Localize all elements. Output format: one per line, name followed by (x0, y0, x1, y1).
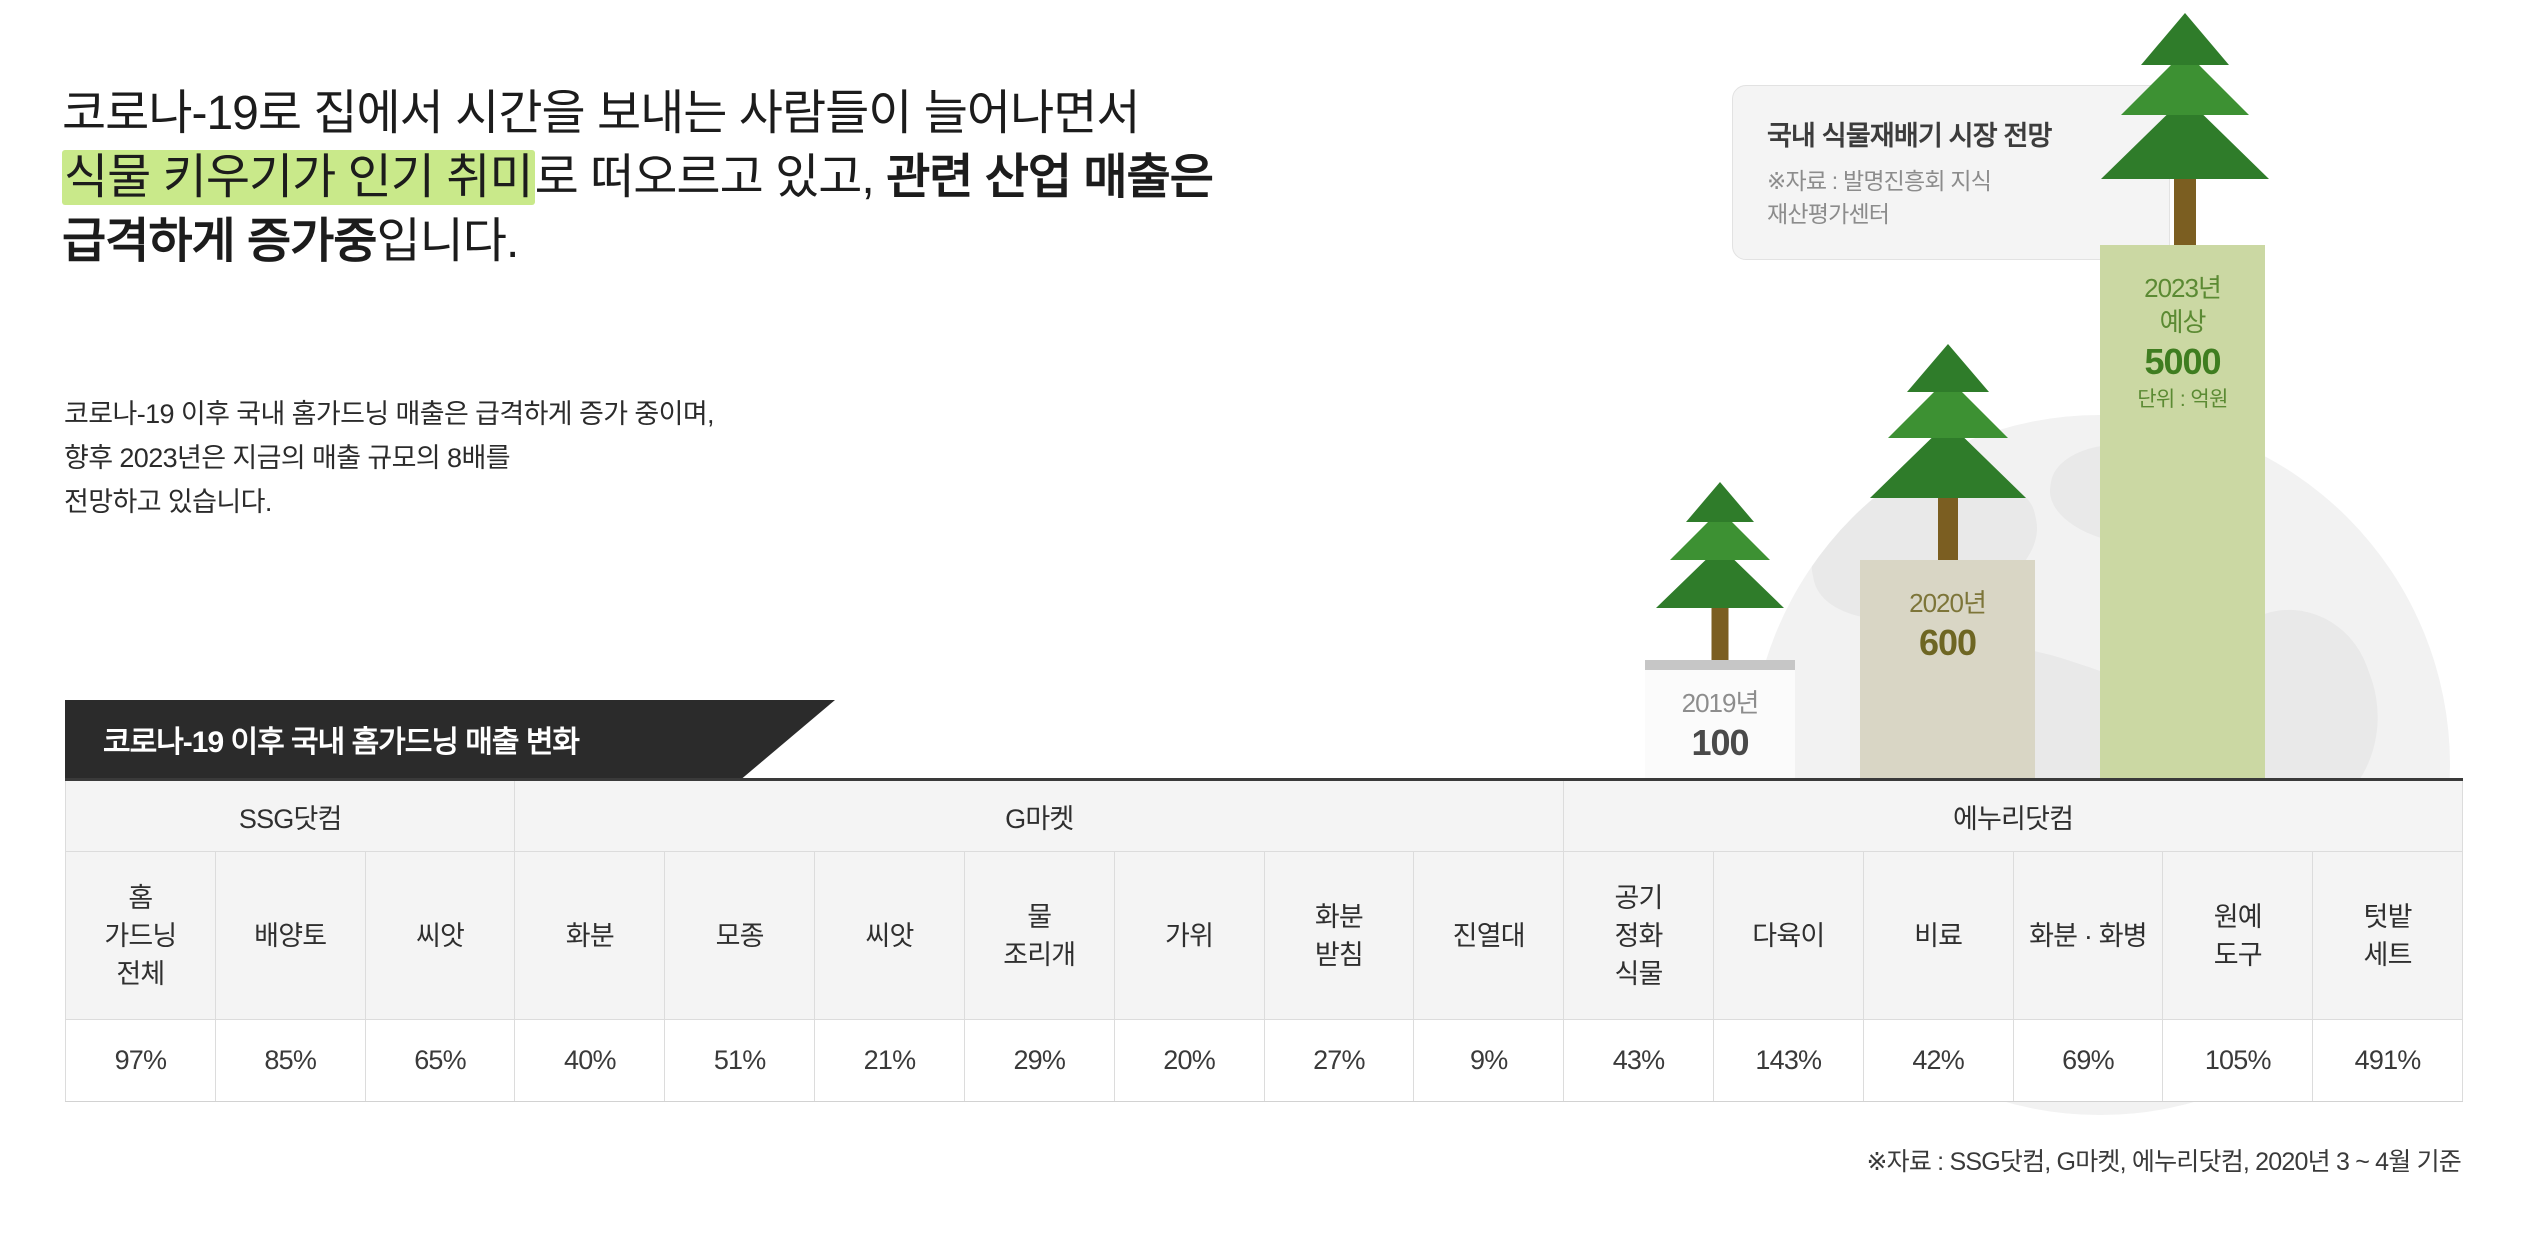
table-cell-value-7: 29% (963, 1019, 1115, 1102)
table-column-header-5: 모종 (664, 851, 816, 1020)
bar-2020-cap (1860, 560, 2035, 570)
table-column-header-row: 홈 가드닝 전체 배양토 씨앗 화분 모종 씨앗 물 조리개 가위 화분 받침 진열대 공기 정화 식물 다육이 비… (65, 851, 2463, 1020)
table-cell-value-9: 27% (1263, 1019, 1415, 1102)
headline-line-3: 급격하게 증가중입니다. (62, 210, 1622, 274)
table-column-header-7: 물 조리개 (963, 851, 1115, 1020)
headline-highlight: 식물 키우기가 인기 취미 (62, 150, 535, 205)
table-column-header-15: 원예 도구 (2162, 851, 2314, 1020)
table-column-header-10: 진열대 (1413, 851, 1565, 1020)
table-cell-value-2: 85% (214, 1019, 366, 1102)
tree-2019-icon (1645, 482, 1795, 660)
bar-2023-year: 2023년 (2144, 273, 2222, 303)
chart-source-line-2: 재산평가센터 (1767, 201, 1890, 227)
chart-source-card: 국내 식물재배기 시장 전망 ※자료 : 발명진흥회 지식 재산평가센터 (1732, 85, 2170, 260)
headline-line-2: 식물 키우기가 인기 취미로 떠오르고 있고, 관련 산업 매출은 (62, 146, 1622, 210)
table-cell-value-16: 491% (2312, 1019, 2463, 1102)
bar-2023-cap (2100, 245, 2265, 255)
table-cell-value-6: 21% (814, 1019, 965, 1102)
table-cell-value-5: 51% (664, 1019, 816, 1102)
bar-2023-year-note: 예상 (2159, 307, 2207, 337)
table-group-header-3: 에누리닷컴 (1563, 778, 2463, 852)
table-column-header-9: 화분 받침 (1263, 851, 1415, 1020)
headline-line-1: 코로나-19로 집에서 시간을 보내는 사람들이 늘어나면서 (62, 87, 1141, 140)
subcopy-line-1: 코로나-19 이후 국내 홈가드닝 매출은 급격하게 증가 중이며, (64, 399, 715, 429)
homegardening-sales-table: SSG닷컴 G마켓 에누리닷컴 홈 가드닝 전체 배양토 씨앗 화분 모종 씨앗 물 조리개 가위 화분 받… (64, 778, 2463, 1102)
table-cell-value-4: 40% (514, 1019, 666, 1102)
table-column-header-6: 씨앗 (814, 851, 965, 1020)
table-column-header-13: 비료 (1862, 851, 2014, 1020)
table-banner-title: 코로나-19 이후 국내 홈가드닝 매출 변화 (103, 726, 580, 759)
table-cell-value-13: 42% (1862, 1019, 2014, 1102)
table-cell-value-8: 20% (1113, 1019, 1265, 1102)
table-cell-value-15: 105% (2162, 1019, 2314, 1102)
table-group-header-1: SSG닷컴 (64, 778, 516, 852)
table-group-header-row: SSG닷컴 G마켓 에누리닷컴 (64, 778, 2463, 852)
table-column-header-11: 공기 정화 식물 (1563, 851, 1714, 1020)
bar-2019: 2019년 100 (1645, 660, 1795, 780)
headline-line-3-bold: 급격하게 증가중 (62, 215, 377, 268)
headline-line-3-rest: 입니다. (376, 215, 519, 268)
table-source-note: ※자료 : SSG닷컴, G마켓, 에누리닷컴, 2020년 3 ~ 4월 기준 (1866, 1148, 2461, 1176)
subcopy-line-3: 전망하고 있습니다. (64, 487, 272, 517)
table-cell-value-14: 69% (2012, 1019, 2164, 1102)
bar-2023-value: 5000 (2144, 341, 2221, 382)
headline-line-2-rest: 로 떠오르고 있고, (534, 151, 887, 204)
market-forecast-chart: 국내 식물재배기 시장 전망 ※자료 : 발명진흥회 지식 재산평가센터 (1560, 13, 2526, 1115)
table-column-header-3: 씨앗 (364, 851, 516, 1020)
chart-source-line-1: ※자료 : 발명진흥회 지식 (1767, 168, 1992, 194)
bar-2020: 2020년 600 (1860, 560, 2035, 780)
headline-line-2-bold: 관련 산업 매출은 (886, 151, 1214, 204)
chart-source-title: 국내 식물재배기 시장 전망 (1767, 121, 2052, 151)
bar-2023-unit: 단위 : 억원 (2137, 388, 2228, 411)
subcopy-block: 코로나-19 이후 국내 홈가드닝 매출은 급격하게 증가 중이며, 향후 20… (64, 392, 1164, 524)
bar-2019-value: 100 (1691, 722, 1749, 763)
table-column-header-14: 화분 · 화병 (2012, 851, 2164, 1020)
table-column-header-2: 배양토 (214, 851, 366, 1020)
bar-2019-year: 2019년 (1681, 688, 1760, 718)
table-group-header-2: G마켓 (514, 778, 1565, 852)
table-cell-value-12: 143% (1712, 1019, 1864, 1102)
table-cell-value-10: 9% (1413, 1019, 1565, 1102)
bar-2023: 2023년 예상 5000 단위 : 억원 (2100, 245, 2265, 780)
table-row: 97% 85% 65% 40% 51% 21% 29% 20% 27% 9% 43% 143% 42% 6… (65, 1019, 2463, 1102)
table-column-header-12: 다육이 (1712, 851, 1864, 1020)
table-column-header-16: 텃밭 세트 (2312, 851, 2463, 1020)
table-column-header-1: 홈 가드닝 전체 (65, 851, 216, 1020)
bar-2019-cap (1645, 660, 1795, 670)
table-column-header-4: 화분 (514, 851, 666, 1020)
tree-2023-icon (2090, 13, 2280, 245)
table-banner: 코로나-19 이후 국내 홈가드닝 매출 변화 (65, 700, 835, 778)
table-cell-value-3: 65% (364, 1019, 516, 1102)
bar-2020-value: 600 (1918, 622, 1977, 663)
table-column-header-8: 가위 (1113, 851, 1265, 1020)
bar-2020-year: 2020년 (1909, 588, 1987, 618)
tree-2020-icon (1858, 344, 2038, 560)
table-cell-value-1: 97% (65, 1019, 216, 1102)
subcopy-line-2: 향후 2023년은 지금의 매출 규모의 8배를 (64, 443, 511, 473)
headline-block: 코로나-19로 집에서 시간을 보내는 사람들이 늘어나면서 식물 키우기가 인… (62, 82, 1622, 274)
table-cell-value-11: 43% (1563, 1019, 1714, 1102)
